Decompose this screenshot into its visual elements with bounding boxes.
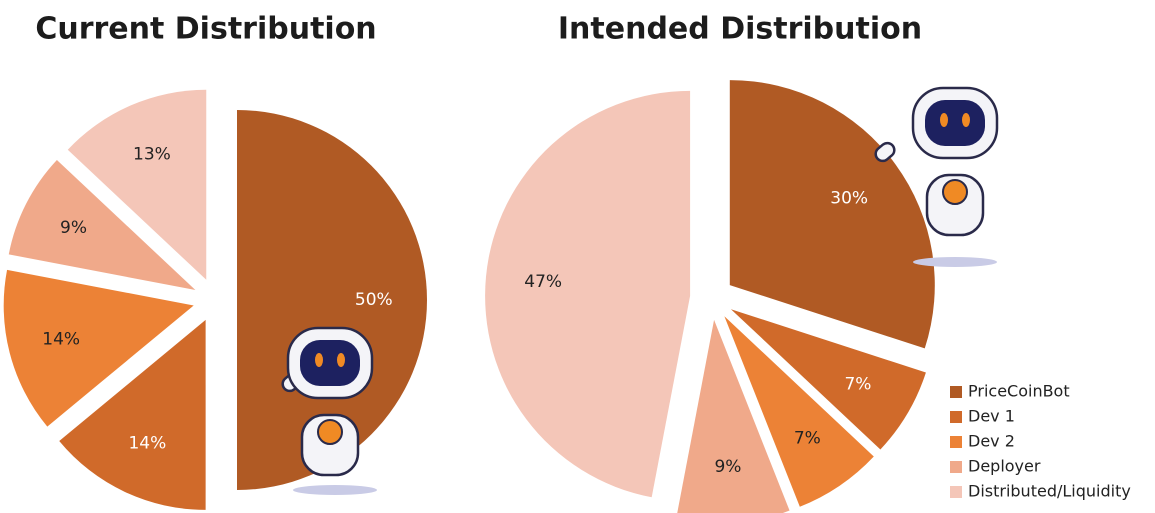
legend-swatch xyxy=(950,411,962,423)
data-label: 14% xyxy=(128,434,166,454)
legend-label: Distributed/Liquidity xyxy=(968,482,1131,501)
data-label: 13% xyxy=(133,144,171,164)
data-label: 9% xyxy=(60,218,87,238)
legend-label: PriceCoinBot xyxy=(968,382,1070,401)
legend-swatch xyxy=(950,386,962,398)
legend-swatch xyxy=(950,486,962,498)
legend-swatch xyxy=(950,436,962,448)
data-label: 30% xyxy=(830,188,868,208)
data-label: 14% xyxy=(42,329,80,349)
legend-label: Dev 1 xyxy=(968,407,1015,426)
legend-swatch xyxy=(950,461,962,473)
legend-label: Dev 2 xyxy=(968,432,1015,451)
page: Current Distribution Intended Distributi… xyxy=(0,0,1155,513)
data-label: 7% xyxy=(794,428,821,448)
pie-slice xyxy=(730,80,935,348)
data-label: 47% xyxy=(524,272,562,292)
legend-label: Deployer xyxy=(968,457,1041,476)
chart-title: Intended Distribution xyxy=(558,12,922,47)
data-label: 9% xyxy=(714,457,741,477)
data-label: 50% xyxy=(355,290,393,310)
data-label: 7% xyxy=(844,374,871,394)
chart-title: Current Distribution xyxy=(35,12,376,47)
pie-slice xyxy=(485,91,690,497)
